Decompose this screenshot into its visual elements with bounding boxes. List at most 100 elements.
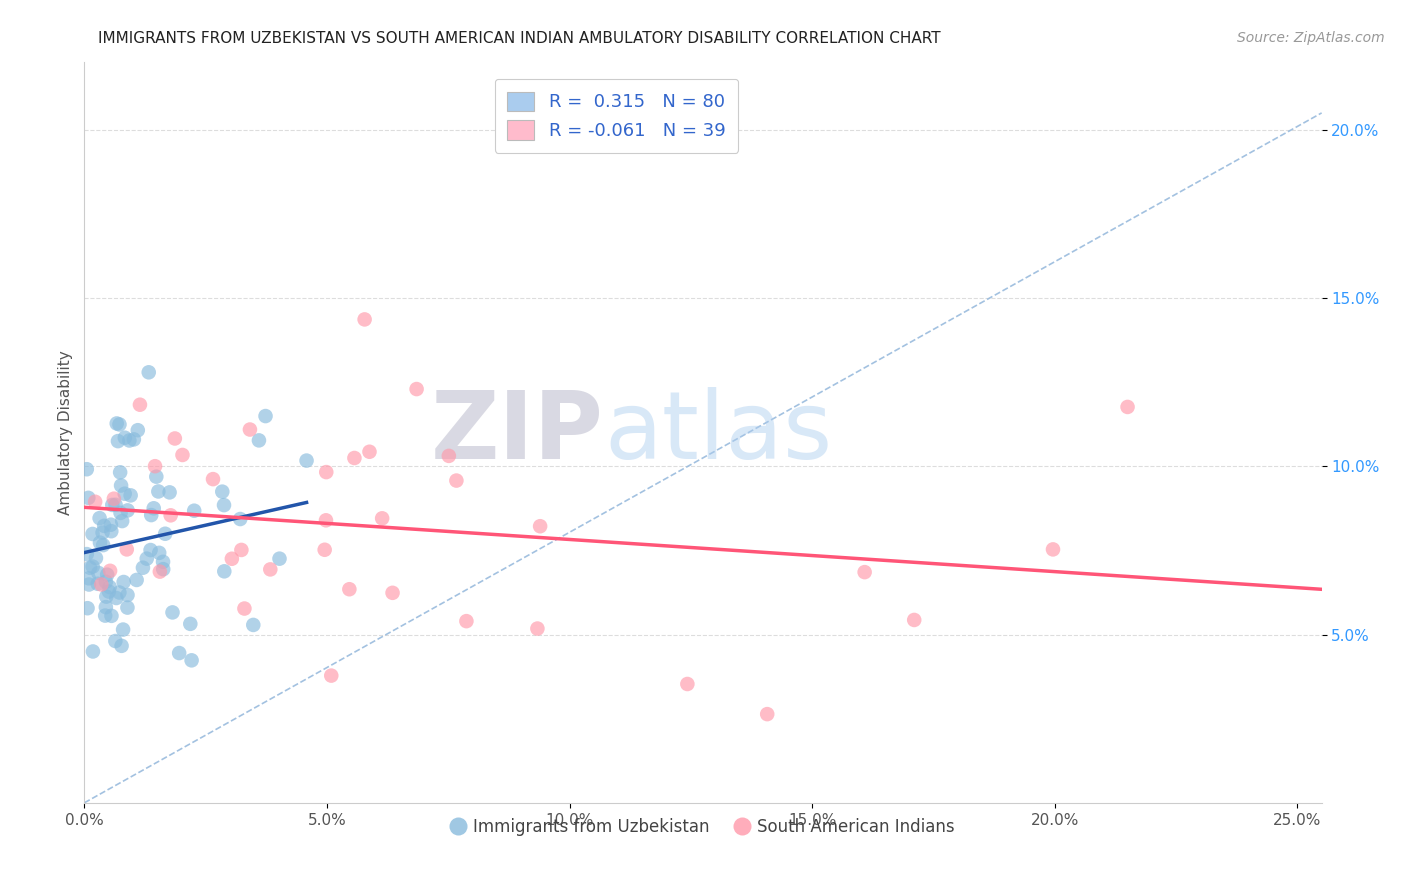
Point: [239, 423, 262, 437]
Point: [86, 576, 108, 591]
Point: [82, 559, 104, 574]
Point: [231, 543, 253, 558]
Point: [105, 417, 128, 431]
Point: [112, 574, 135, 589]
Point: [96, 567, 118, 582]
Point: [405, 382, 427, 396]
Point: [118, 434, 141, 448]
Point: [139, 543, 162, 558]
Point: [148, 546, 170, 560]
Point: [76, 547, 98, 561]
Point: [122, 433, 145, 447]
Point: [371, 511, 394, 525]
Point: [315, 513, 337, 527]
Point: [117, 503, 139, 517]
Point: [756, 707, 779, 722]
Point: [1042, 542, 1064, 557]
Point: [117, 588, 139, 602]
Point: [105, 591, 128, 605]
Point: [108, 417, 131, 432]
Point: [82, 527, 104, 541]
Point: [242, 618, 264, 632]
Point: [84, 551, 107, 566]
Text: ZIP: ZIP: [432, 386, 605, 479]
Point: [91, 538, 114, 552]
Point: [853, 565, 876, 579]
Point: [114, 431, 136, 445]
Point: [98, 564, 121, 578]
Point: [456, 614, 478, 628]
Point: [91, 525, 114, 540]
Point: [115, 542, 138, 557]
Point: [676, 677, 699, 691]
Point: [381, 586, 404, 600]
Point: [93, 519, 115, 533]
Point: [163, 432, 186, 446]
Point: [100, 517, 122, 532]
Point: [152, 555, 174, 569]
Point: [212, 498, 235, 512]
Point: [79, 560, 101, 574]
Point: [179, 616, 201, 631]
Point: [120, 488, 142, 502]
Point: [167, 646, 190, 660]
Point: [143, 459, 166, 474]
Point: [343, 450, 366, 465]
Point: [104, 498, 127, 512]
Point: [97, 584, 120, 599]
Point: [103, 491, 125, 506]
Point: [903, 613, 925, 627]
Point: [142, 501, 165, 516]
Point: [77, 577, 100, 591]
Point: [269, 551, 291, 566]
Point: [77, 491, 100, 505]
Point: [89, 511, 111, 525]
Y-axis label: Ambulatory Disability: Ambulatory Disability: [58, 351, 73, 515]
Point: [211, 484, 233, 499]
Point: [117, 600, 139, 615]
Text: Source: ZipAtlas.com: Source: ZipAtlas.com: [1237, 31, 1385, 45]
Point: [108, 585, 131, 599]
Point: [77, 571, 100, 585]
Point: [125, 573, 148, 587]
Point: [110, 639, 132, 653]
Point: [145, 469, 167, 483]
Point: [132, 560, 155, 574]
Point: [529, 519, 551, 533]
Point: [159, 485, 181, 500]
Point: [183, 504, 205, 518]
Point: [111, 514, 134, 528]
Point: [229, 512, 252, 526]
Point: [353, 312, 375, 326]
Point: [84, 494, 107, 508]
Point: [110, 478, 132, 492]
Point: [259, 562, 281, 576]
Point: [152, 562, 174, 576]
Point: [98, 580, 121, 594]
Point: [180, 653, 202, 667]
Point: [94, 600, 117, 615]
Point: [247, 434, 270, 448]
Point: [107, 434, 129, 449]
Point: [89, 535, 111, 549]
Point: [100, 608, 122, 623]
Point: [127, 423, 149, 437]
Point: [129, 398, 152, 412]
Point: [254, 409, 277, 423]
Point: [96, 590, 118, 604]
Point: [148, 484, 170, 499]
Point: [100, 524, 122, 539]
Point: [314, 542, 336, 557]
Point: [114, 486, 136, 500]
Point: [108, 466, 131, 480]
Point: [110, 506, 132, 520]
Point: [76, 462, 98, 476]
Point: [82, 644, 104, 658]
Point: [149, 565, 172, 579]
Point: [315, 465, 337, 479]
Point: [159, 508, 181, 523]
Point: [153, 526, 176, 541]
Point: [221, 551, 243, 566]
Point: [446, 474, 468, 488]
Point: [437, 449, 460, 463]
